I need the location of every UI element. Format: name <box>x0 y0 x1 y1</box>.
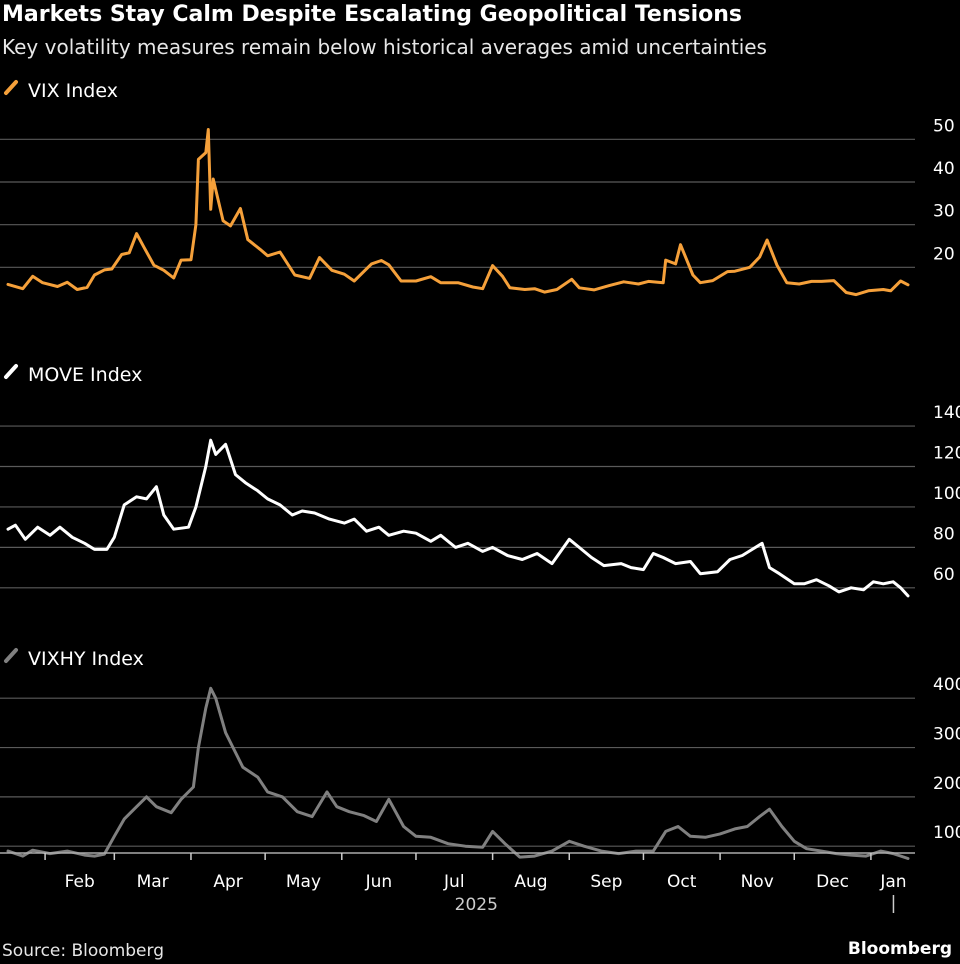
y-tick-label: 60 <box>933 565 955 585</box>
panels-layer: VIX Index 20 30 40 50 MOVE Index 60 80 100 120 140… <box>0 80 960 860</box>
y-tick-label: 30 <box>933 202 955 222</box>
y-tick-label: 100 <box>933 484 960 504</box>
year-label: 2025 <box>455 895 498 915</box>
vix-index-line <box>6 128 910 297</box>
x-tick-label: Dec <box>816 872 849 892</box>
y-tick-label: 20 <box>933 244 955 264</box>
y-tick-label: 400 <box>933 675 960 695</box>
y-tick-label: 50 <box>933 116 955 136</box>
x-tick-label: Jul <box>443 872 465 892</box>
y-tick-label: 120 <box>933 444 960 464</box>
legend-label: MOVE Index <box>28 364 142 386</box>
x-tick-label: Jun <box>365 872 393 892</box>
source-note: Source: Bloomberg <box>2 941 164 961</box>
x-tick-label: May <box>286 872 321 892</box>
x-axis: Feb Mar Apr May Jun Jul 2025 Aug Sep Oct Nov Dec Jan <box>0 852 915 915</box>
x-tick-label: Oct <box>667 872 697 892</box>
legend-label: VIXHY Index <box>28 648 144 670</box>
vixhy-index-line <box>6 686 910 860</box>
x-tick-label: Nov <box>741 872 774 892</box>
brand-logo: Bloomberg <box>847 939 952 959</box>
y-tick-label: 140 <box>933 403 960 423</box>
vixhy-index-panel: VIXHY Index 100 200 300 400 <box>0 648 960 860</box>
legend-label: VIX Index <box>28 80 118 102</box>
x-tick-label: Jan <box>879 872 906 892</box>
y-tick-label: 200 <box>933 774 960 794</box>
move-index-line <box>6 438 910 598</box>
x-tick-label: Aug <box>514 872 547 892</box>
vix-index-panel: VIX Index 20 30 40 50 <box>0 80 955 297</box>
move-index-panel: MOVE Index 60 80 100 120 140 <box>0 364 960 598</box>
x-tick-label: Mar <box>137 872 169 892</box>
legend-swatch <box>4 80 18 95</box>
chart-title: Markets Stay Calm Despite Escalating Geo… <box>2 2 743 27</box>
legend-swatch <box>4 364 18 379</box>
chart-subtitle: Key volatility measures remain below his… <box>2 35 767 59</box>
x-tick-label: Feb <box>65 872 95 892</box>
y-tick-label: 300 <box>933 725 960 745</box>
y-tick-label: 100 <box>933 823 960 843</box>
legend-swatch <box>4 648 18 663</box>
y-tick-label: 80 <box>933 524 955 544</box>
x-tick-label: Sep <box>590 872 622 892</box>
y-tick-label: 40 <box>933 159 955 179</box>
x-tick-label: Apr <box>213 872 242 892</box>
